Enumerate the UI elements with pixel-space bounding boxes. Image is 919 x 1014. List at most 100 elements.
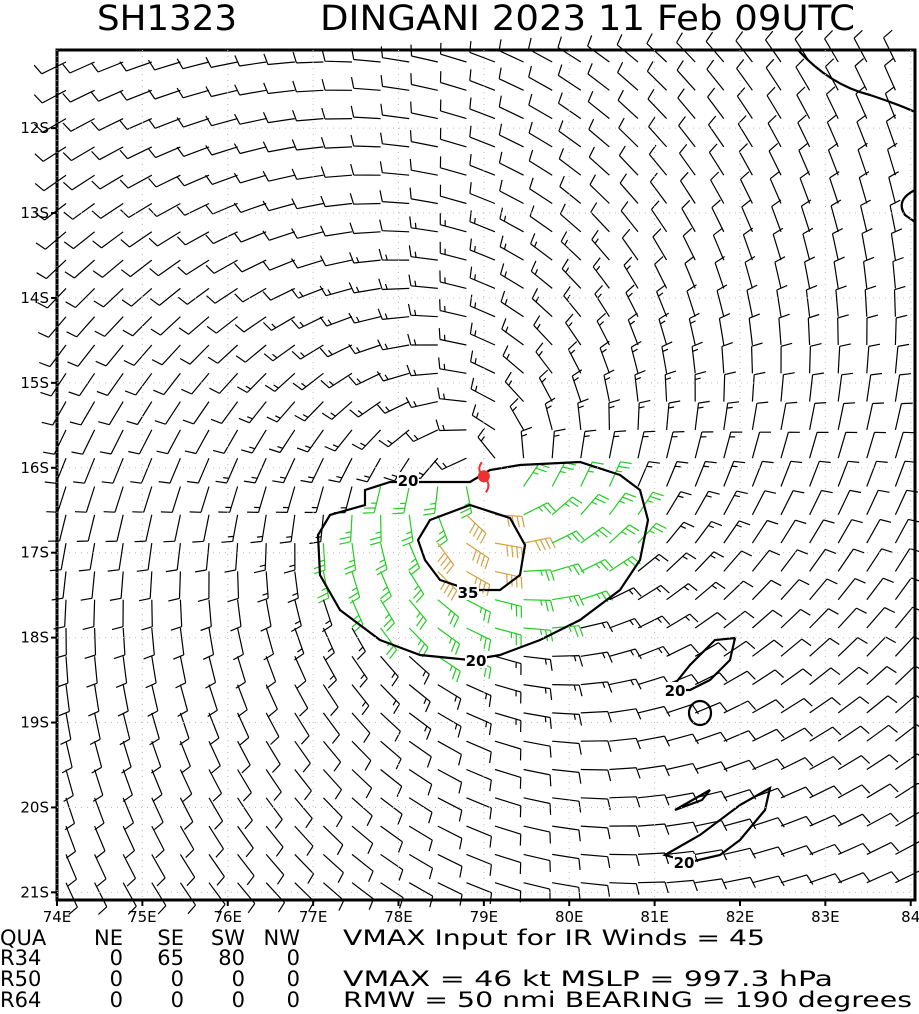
wind-barb <box>408 684 431 713</box>
wind-barb <box>637 615 671 629</box>
wind-barb <box>321 78 353 91</box>
wind-barb <box>780 845 814 856</box>
wind-barb <box>409 187 438 205</box>
wind-barb <box>608 399 621 430</box>
wind-barb <box>408 542 421 576</box>
wind-barb <box>292 109 324 122</box>
lat-tick-label: 12S <box>20 119 49 137</box>
wind-barb <box>263 344 296 362</box>
wind-barb <box>351 627 366 660</box>
wind-barb <box>235 344 267 363</box>
wind-barb <box>121 741 132 774</box>
wind-barb <box>551 428 566 459</box>
wind-barb <box>265 882 286 913</box>
wind-barb <box>853 29 868 63</box>
wind-barb <box>780 874 814 885</box>
wind-barb <box>380 627 398 660</box>
wind-barb <box>637 522 667 544</box>
wind-barb <box>498 151 524 176</box>
wind-barb <box>603 369 615 402</box>
wind-barb <box>178 316 210 335</box>
wind-barb <box>589 174 610 204</box>
wind-barb <box>272 457 296 484</box>
wind-barb <box>63 203 95 220</box>
wind-barb <box>466 684 492 707</box>
wind-barb <box>383 457 410 482</box>
wind-barb <box>705 31 725 63</box>
wind-barb <box>151 882 167 915</box>
wind-barb <box>322 712 340 744</box>
wind-barb <box>265 656 277 689</box>
wind-barb <box>858 171 870 204</box>
wind-barb <box>348 372 381 386</box>
wind-barb <box>780 519 807 544</box>
wind-barb <box>237 854 255 886</box>
wind-barb <box>587 91 610 120</box>
wind-barb <box>208 797 224 830</box>
wind-barb <box>651 200 668 233</box>
wind-barb <box>469 210 496 233</box>
wind-barb <box>208 712 220 746</box>
wind-barb <box>205 231 238 245</box>
wind-barb <box>894 373 912 402</box>
contour-label-bg <box>664 682 686 698</box>
wind-barb <box>827 142 839 176</box>
wind-barb <box>652 228 668 261</box>
wind-barb <box>694 581 726 601</box>
storm-center <box>477 470 490 483</box>
wind-barb <box>111 599 124 631</box>
wind-barb <box>466 627 492 652</box>
wind-barb <box>679 144 696 176</box>
wind-barb <box>265 797 283 829</box>
wind-barb <box>379 161 410 176</box>
table-cell: R50 <box>0 967 41 991</box>
wind-barb <box>694 490 720 516</box>
wind-barb <box>408 655 430 685</box>
wind-barb <box>380 599 395 632</box>
wind-barb <box>835 285 847 317</box>
wind-barb <box>580 526 612 544</box>
wind-barb <box>82 599 96 630</box>
wind-barb <box>408 740 432 768</box>
wind-barb <box>237 769 252 802</box>
wind-barb <box>799 171 811 204</box>
wind-barb <box>855 86 868 119</box>
wind-barb <box>437 768 463 794</box>
table-cell: NE <box>94 926 123 950</box>
wind-barb <box>122 882 137 915</box>
wind-barb <box>752 728 785 742</box>
wind-barb <box>809 402 827 431</box>
wind-barb <box>831 227 843 261</box>
wind-barb <box>247 486 267 513</box>
wind-barb <box>494 825 522 846</box>
wind-barb <box>176 231 210 246</box>
contour-label: 20 <box>398 472 419 490</box>
lat-tick-label: 14S <box>20 289 49 307</box>
wind-barb <box>262 200 295 212</box>
wind-barb <box>143 627 155 660</box>
wind-barb <box>440 42 467 63</box>
wind-barb <box>407 303 438 318</box>
wind-barb <box>437 825 463 850</box>
wind-barb <box>348 282 381 294</box>
wind-barb <box>469 97 496 120</box>
wind-barb <box>466 712 492 736</box>
wind-barb <box>780 490 805 516</box>
wind-barb <box>528 121 553 148</box>
wind-barb <box>780 727 814 742</box>
wind-barb <box>176 117 210 128</box>
wind-barb <box>184 429 210 455</box>
wind-barb <box>351 712 371 743</box>
wind-barb <box>465 514 487 544</box>
wind-barb <box>866 871 900 884</box>
wind-barb <box>500 290 524 318</box>
wind-barb <box>265 740 281 773</box>
wind-barb <box>751 342 763 374</box>
wind-barb <box>380 46 410 63</box>
lat-tick-label: 13S <box>20 204 49 222</box>
contour-label: 20 <box>466 652 487 670</box>
wind-barb <box>523 684 553 700</box>
wind-barb <box>501 318 524 346</box>
wind-barb <box>752 699 785 714</box>
wind-barb <box>351 655 368 688</box>
